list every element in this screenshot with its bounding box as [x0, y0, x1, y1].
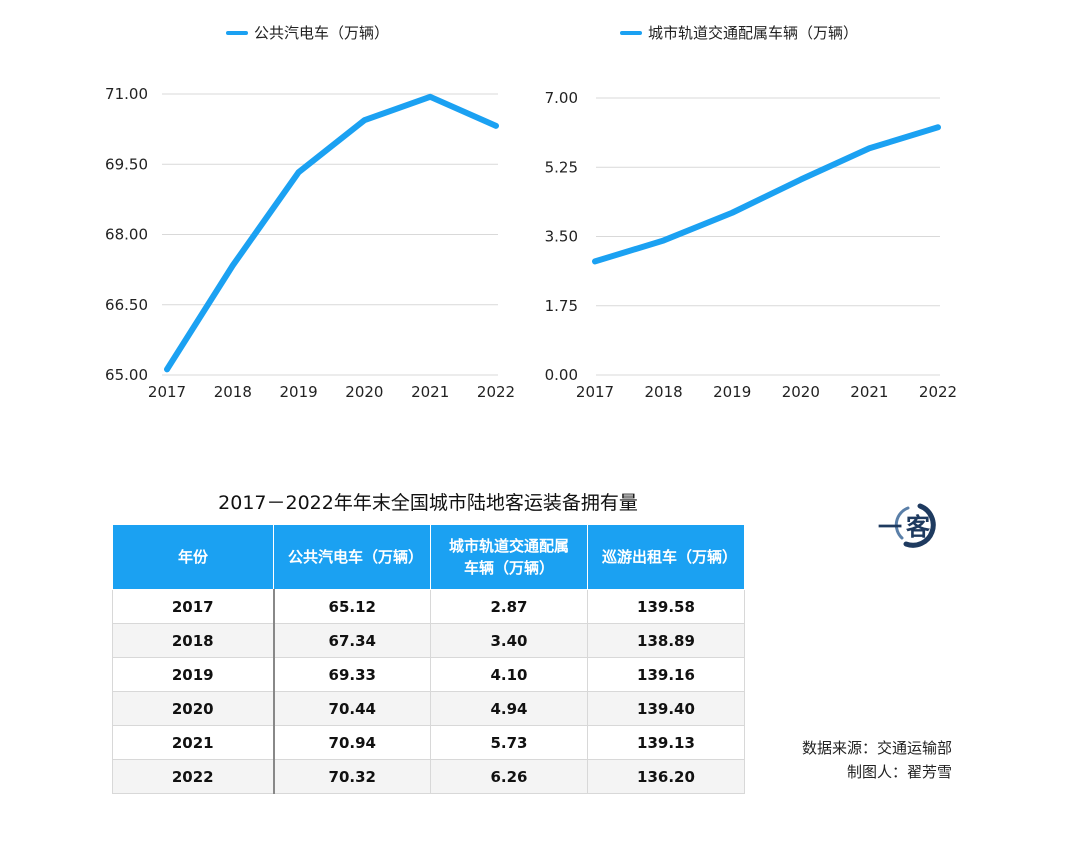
data-point — [592, 258, 598, 264]
cell-bus: 67.34 — [273, 623, 431, 658]
data-point — [361, 117, 367, 123]
x-tick-label: 2018 — [645, 383, 683, 401]
cell-rail: 6.26 — [430, 759, 588, 794]
data-point — [866, 145, 872, 151]
x-tick-label: 2021 — [850, 383, 888, 401]
cell-taxi: 139.40 — [587, 691, 745, 726]
y-tick-label: 66.50 — [105, 296, 148, 314]
data-point — [661, 237, 667, 243]
cell-bus: 65.12 — [273, 589, 431, 624]
x-tick-label: 2020 — [345, 383, 383, 401]
cell-year: 2019 — [112, 657, 275, 692]
rail-line-chart: 城市轨道交通配属车辆（万辆） 0.00 1.75 3.50 5.25 7.00 2017 20… — [545, 24, 958, 401]
x-tick-label: 2017 — [148, 383, 186, 401]
data-point — [935, 124, 941, 130]
cell-bus: 69.33 — [273, 657, 431, 692]
data-point — [493, 123, 499, 129]
cell-taxi: 139.58 — [587, 589, 745, 624]
cell-rail: 3.40 — [430, 623, 588, 658]
series-line — [164, 93, 499, 373]
x-tick-label: 2021 — [411, 383, 449, 401]
cell-year: 2017 — [112, 589, 275, 624]
y-tick-label: 69.50 — [105, 155, 148, 173]
table-header-row: 年份 公共汽电车（万辆） 城市轨道交通配属车辆（万辆） 巡游出租车（万辆） — [112, 524, 745, 590]
cell-bus: 70.94 — [273, 725, 431, 760]
cell-rail: 4.94 — [430, 691, 588, 726]
x-tick-label: 2018 — [214, 383, 252, 401]
x-tick-label: 2022 — [477, 383, 515, 401]
cell-year: 2022 — [112, 759, 275, 794]
cell-bus: 70.32 — [273, 759, 431, 794]
legend-label: 城市轨道交通配属车辆（万辆） — [648, 24, 858, 42]
source-note: 数据来源：交通运输部 制图人：翟芳雪 — [802, 736, 952, 784]
cell-taxi: 138.89 — [587, 623, 745, 658]
data-point — [296, 169, 302, 175]
cell-rail: 5.73 — [430, 725, 588, 760]
x-tick-label: 2022 — [919, 383, 957, 401]
cell-taxi: 136.20 — [587, 759, 745, 794]
header-year: 年份 — [112, 524, 274, 590]
y-tick-label: 1.75 — [545, 297, 578, 315]
source-line: 数据来源：交通运输部 — [801, 739, 952, 757]
data-table: 年份 公共汽电车（万辆） 城市轨道交通配属车辆（万辆） 巡游出租车（万辆） 20… — [112, 524, 745, 794]
cell-rail: 4.10 — [430, 657, 588, 692]
table-row: 2020 70.44 4.94 139.40 — [112, 691, 745, 726]
y-tick-label: 71.00 — [105, 85, 148, 103]
header-taxi: 巡游出租车（万辆） — [587, 524, 745, 590]
table-row: 2021 70.94 5.73 139.13 — [112, 725, 745, 760]
logo-text: 一客 — [878, 513, 934, 541]
x-tick-label: 2020 — [782, 383, 820, 401]
bus-line-chart: 公共汽电车（万辆） 65.00 66.50 68.00 69.50 71.00 2017 20… — [105, 24, 515, 401]
series-line — [592, 124, 941, 265]
y-tick-label: 5.25 — [545, 158, 578, 176]
x-tick-label: 2019 — [280, 383, 318, 401]
table-row: 2022 70.32 6.26 136.20 — [112, 759, 745, 794]
y-tick-label: 65.00 — [105, 366, 148, 384]
table-row: 2018 67.34 3.40 138.89 — [112, 623, 745, 658]
cell-rail: 2.87 — [430, 589, 588, 624]
cell-bus: 70.44 — [273, 691, 431, 726]
data-point — [427, 94, 433, 100]
cell-taxi: 139.13 — [587, 725, 745, 760]
y-tick-label: 7.00 — [545, 89, 578, 107]
x-tick-label: 2017 — [576, 383, 614, 401]
header-rail: 城市轨道交通配属车辆（万辆） — [430, 524, 588, 590]
brush-ring-icon — [894, 503, 936, 548]
y-tick-label: 3.50 — [545, 228, 578, 246]
data-point — [729, 210, 735, 216]
brand-logo: 一客 — [878, 503, 936, 548]
cell-year: 2020 — [112, 691, 275, 726]
y-tick-label: 0.00 — [545, 366, 578, 384]
author-line: 制图人：翟芳雪 — [846, 763, 952, 781]
data-point — [798, 177, 804, 183]
table-title: 2017－2022年年末全国城市陆地客运装备拥有量 — [218, 492, 638, 514]
header-bus: 公共汽电车（万辆） — [273, 524, 431, 590]
cell-taxi: 139.16 — [587, 657, 745, 692]
table-row: 2017 65.12 2.87 139.58 — [112, 589, 745, 624]
y-tick-label: 68.00 — [105, 226, 148, 244]
table-row: 2019 69.33 4.10 139.16 — [112, 657, 745, 692]
data-point — [230, 262, 236, 268]
x-tick-label: 2019 — [713, 383, 751, 401]
data-point — [164, 366, 170, 372]
legend-label: 公共汽电车（万辆） — [254, 24, 389, 42]
cell-year: 2021 — [112, 725, 275, 760]
cell-year: 2018 — [112, 623, 275, 658]
